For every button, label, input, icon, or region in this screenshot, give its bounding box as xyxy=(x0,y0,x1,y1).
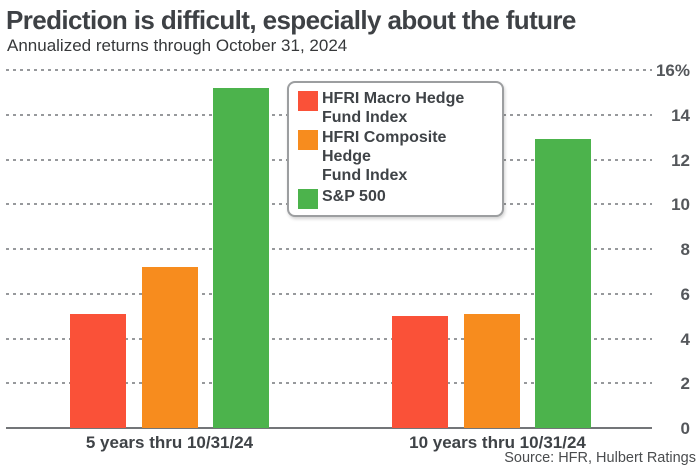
y-tick-label-2: 2 xyxy=(680,374,690,394)
legend-label-2: HFRI Composite Hedge Fund Index xyxy=(322,129,447,184)
y-tick-label-4: 4 xyxy=(680,329,690,349)
y-tick-label-14: 14 xyxy=(671,105,690,125)
x-axis-baseline xyxy=(6,427,652,429)
x-category-label-1: 5 years thru 10/31/24 xyxy=(85,433,254,452)
source-credit: Source: HFR, Hulbert Ratings xyxy=(504,450,696,466)
chart-subtitle: Annualized returns through October 31, 2… xyxy=(7,36,348,55)
legend-label-3: S&P 500 xyxy=(322,187,386,205)
legend-item-1: HFRI Macro Hedge Fund Index xyxy=(298,90,496,127)
y-tick-label-0: 0 xyxy=(680,419,690,438)
y-tick-label-16: 16% xyxy=(655,61,690,80)
y-tick-label-10: 10 xyxy=(671,195,690,215)
chart-legend: HFRI Macro Hedge Fund Index HFRI Composit… xyxy=(287,81,504,217)
x-category-label-2: 10 years thru 10/31/24 xyxy=(409,433,586,452)
y-tick-label-8: 8 xyxy=(680,240,690,259)
gridline-2 xyxy=(6,382,652,385)
legend-swatch-hfri-macro xyxy=(298,91,318,111)
legend-swatch-sp500 xyxy=(298,188,318,209)
bar-series3-group1 xyxy=(213,87,269,428)
legend-item-2: HFRI Composite Hedge Fund Index xyxy=(298,129,496,185)
gridline-4 xyxy=(6,337,652,340)
chart-title: Prediction is difficult, especially abou… xyxy=(6,5,576,35)
bar-series1-group1 xyxy=(70,313,126,428)
legend-label-1: HFRI Macro Hedge Fund Index xyxy=(322,90,465,126)
legend-item-3: S&P 500 xyxy=(298,188,496,209)
bar-series2-group2 xyxy=(463,313,520,428)
gridline-16 xyxy=(6,69,652,71)
gridline-8 xyxy=(6,248,652,250)
bar-series2-group1 xyxy=(141,266,198,428)
gridline-6 xyxy=(6,292,652,295)
legend-swatch-hfri-composite xyxy=(298,130,318,151)
y-tick-label-6: 6 xyxy=(680,284,690,304)
y-tick-label-12: 12 xyxy=(671,150,690,170)
bar-series3-group2 xyxy=(535,139,591,428)
bar-series1-group2 xyxy=(392,316,448,428)
